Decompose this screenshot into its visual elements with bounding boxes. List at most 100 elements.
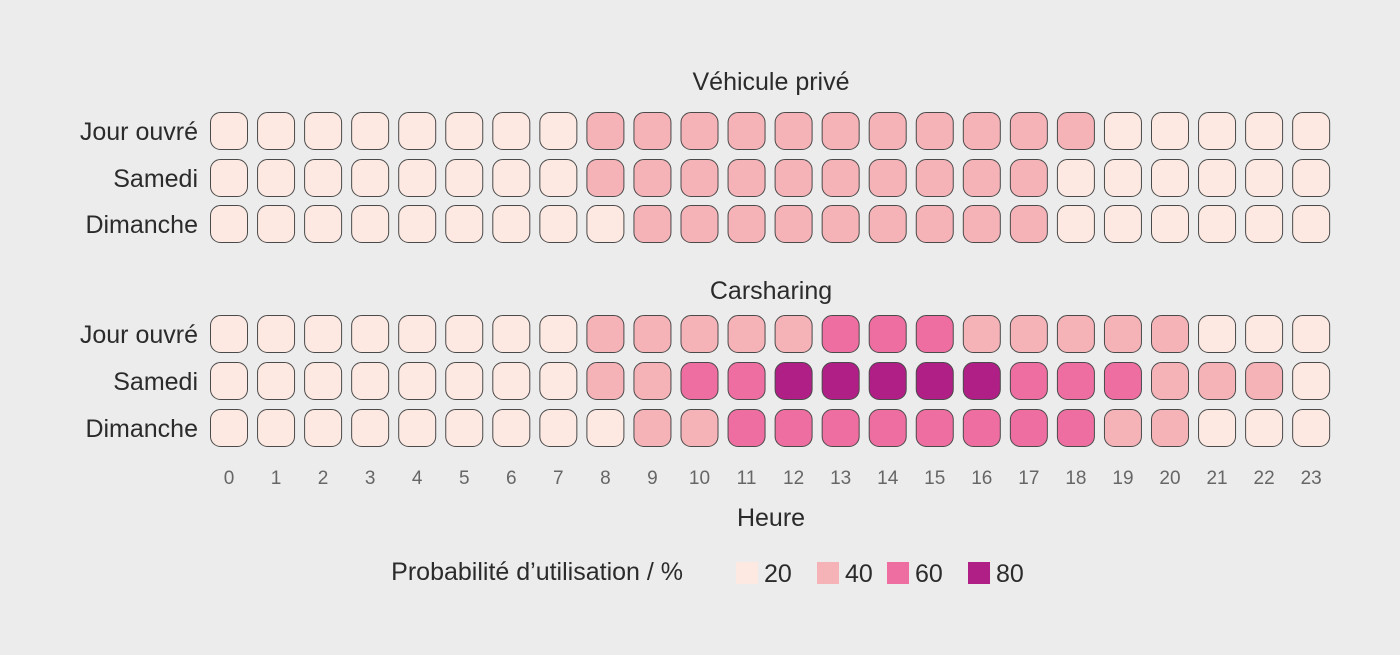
- heatmap-cell: [492, 205, 531, 243]
- heatmap-cell: [351, 315, 390, 353]
- heatmap-cell: [586, 159, 625, 197]
- x-axis: 0 1 2 3 4 5 6 7 8 9 10 11 12 13 14 15 16 17 18 19 20 21 22 23: [224, 468, 1322, 489]
- x-tick-label: 7: [553, 468, 564, 489]
- row-label: Samedi: [113, 368, 198, 396]
- heatmap-cell: [1245, 362, 1284, 400]
- heatmap-cell: [1103, 205, 1142, 243]
- heatmap-cell: [492, 409, 531, 447]
- heatmap-cell: [1292, 409, 1331, 447]
- heatmap-cell: [962, 362, 1001, 400]
- heatmap-cell: [962, 112, 1001, 150]
- heatmap-cell: [398, 205, 437, 243]
- panel-1: Carsharing Jour ouvré Samedi Dimanche: [80, 277, 1331, 447]
- row-label: Samedi: [113, 165, 198, 193]
- panel-title: Carsharing: [710, 277, 832, 305]
- row-label: Jour ouvré: [80, 118, 198, 146]
- x-tick-label: 11: [737, 468, 757, 489]
- heatmap-cell: [1056, 362, 1095, 400]
- x-axis-title: Heure: [737, 504, 805, 532]
- heatmap-cell: [915, 159, 954, 197]
- heatmap-cell: [1198, 159, 1237, 197]
- heatmap-cell: [633, 159, 672, 197]
- panel-title: Véhicule privé: [692, 68, 849, 96]
- heatmap-cell: [304, 112, 343, 150]
- heatmap-cell: [868, 409, 907, 447]
- heatmap-cell: [257, 112, 296, 150]
- heatmap-cell: [1292, 159, 1331, 197]
- heatmap-cell: [821, 159, 860, 197]
- heatmap-cell: [727, 409, 766, 447]
- heatmap-cell: [633, 409, 672, 447]
- heatmap-cell: [257, 315, 296, 353]
- heatmap-cell: [868, 205, 907, 243]
- heatmap-cell: [727, 112, 766, 150]
- heatmap-cell: [351, 362, 390, 400]
- x-tick-label: 17: [1018, 468, 1039, 489]
- x-tick-label: 23: [1301, 468, 1322, 489]
- heatmap-cell: [633, 362, 672, 400]
- heatmap-cell: [821, 112, 860, 150]
- x-tick-label: 8: [600, 468, 611, 489]
- heatmap-cell: [962, 315, 1001, 353]
- heatmap-cell: [1151, 315, 1189, 353]
- heatmap-cell: [868, 112, 907, 150]
- heatmap-cell: [633, 112, 672, 150]
- heatmap-cell: [351, 112, 390, 150]
- heatmap-cell: [1151, 409, 1189, 447]
- heatmap-cell: [821, 362, 860, 400]
- heatmap-cell: [445, 362, 484, 400]
- legend-label: 80: [996, 560, 1024, 588]
- x-tick-label: 2: [318, 468, 329, 489]
- x-tick-label: 13: [830, 468, 851, 489]
- heatmap-cell: [727, 205, 766, 243]
- heatmap-cell: [539, 159, 578, 197]
- heatmap-cell: [257, 409, 296, 447]
- heatmap-cell: [1245, 205, 1284, 243]
- x-tick-label: 5: [459, 468, 470, 489]
- heatmap-cell: [445, 315, 484, 353]
- x-tick-label: 4: [412, 468, 423, 489]
- legend-title: Probabilité d’utilisation / %: [391, 558, 683, 586]
- row-label: Dimanche: [85, 211, 198, 239]
- x-tick-label: 20: [1159, 468, 1180, 489]
- heatmap-cell: [1151, 205, 1189, 243]
- heatmap-cell: [351, 159, 390, 197]
- heatmap-cell: [1292, 362, 1331, 400]
- heatmap-cell: [680, 112, 719, 150]
- x-tick-label: 22: [1254, 468, 1275, 489]
- heatmap-cell: [1245, 409, 1284, 447]
- heatmap-cell: [1151, 362, 1189, 400]
- heatmap-cell: [821, 205, 860, 243]
- x-tick-label: 3: [365, 468, 376, 489]
- heatmap-cell: [1245, 159, 1284, 197]
- heatmap-cell: [210, 205, 248, 243]
- heatmap-cell: [304, 315, 343, 353]
- heatmap-cell: [586, 409, 625, 447]
- heatmap-cell: [257, 362, 296, 400]
- heatmap-cell: [680, 362, 719, 400]
- heatmap-cell: [398, 159, 437, 197]
- heatmap-cell: [586, 112, 625, 150]
- heatmap-cell: [586, 205, 625, 243]
- heatmap-cell: [821, 409, 860, 447]
- heatmap-cell: [1009, 362, 1048, 400]
- x-tick-label: 12: [783, 468, 804, 489]
- heatmap-cell: [304, 159, 343, 197]
- heatmap-cell: [1292, 112, 1331, 150]
- heatmap-cell: [774, 315, 813, 353]
- legend-swatch: [887, 562, 909, 584]
- heatmap-cell: [445, 409, 484, 447]
- heatmap-cell: [1292, 315, 1331, 353]
- heatmap-cell: [1151, 159, 1189, 197]
- heatmap-cell: [1009, 205, 1048, 243]
- heatmap-cell: [1198, 112, 1237, 150]
- heatmap-cell: [915, 362, 954, 400]
- heatmap-cell: [680, 315, 719, 353]
- heatmap-cell: [915, 112, 954, 150]
- x-tick-label: 6: [506, 468, 517, 489]
- heatmap-cell: [492, 159, 531, 197]
- panels-layer: Véhicule privé Jour ouvré Samedi Dimanche Ca…: [80, 68, 1331, 447]
- heatmap-cell: [633, 315, 672, 353]
- heatmap-cell: [210, 315, 248, 353]
- legend-swatch: [968, 562, 990, 584]
